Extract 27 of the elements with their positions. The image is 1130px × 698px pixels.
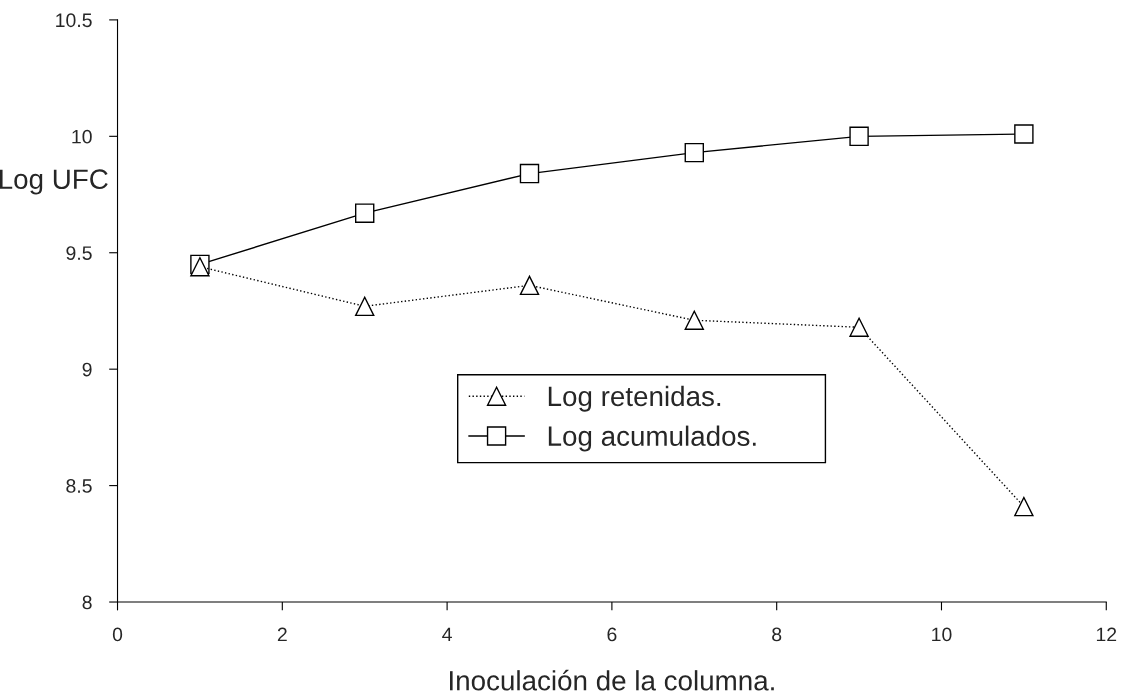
y-tick-label: 9.5: [66, 246, 92, 260]
x-tick-label: 4: [442, 627, 452, 642]
x-tick-label: 10: [932, 627, 952, 642]
point: [519, 275, 540, 296]
x-tick-label: 2: [277, 627, 287, 642]
y-tick-label: 8.5: [66, 479, 92, 493]
point: [1014, 124, 1034, 144]
y-tick-label: 10.5: [56, 13, 92, 28]
y-tick-label: 8: [82, 595, 92, 610]
legend-label: Log retenidas.: [548, 385, 721, 412]
point: [354, 203, 375, 223]
x-tick-label: 12: [1096, 627, 1117, 642]
x-tick-label: 0: [112, 627, 123, 642]
point: [684, 310, 705, 330]
point: [849, 126, 869, 147]
y-axis-title: Log UFC: [0, 169, 108, 195]
y-tick-label: 9: [82, 362, 92, 377]
x-tick-label: 6: [607, 627, 617, 642]
x-tick-label: 8: [772, 627, 782, 642]
point: [354, 296, 375, 317]
point: [1014, 496, 1034, 517]
x-axis-title: Inoculación de la columna.: [450, 669, 774, 691]
y-tick-label: 10: [72, 129, 92, 144]
point: [684, 142, 705, 163]
point: [519, 163, 540, 184]
point: [849, 317, 869, 337]
legend-label: Log acumulados.: [548, 425, 756, 452]
